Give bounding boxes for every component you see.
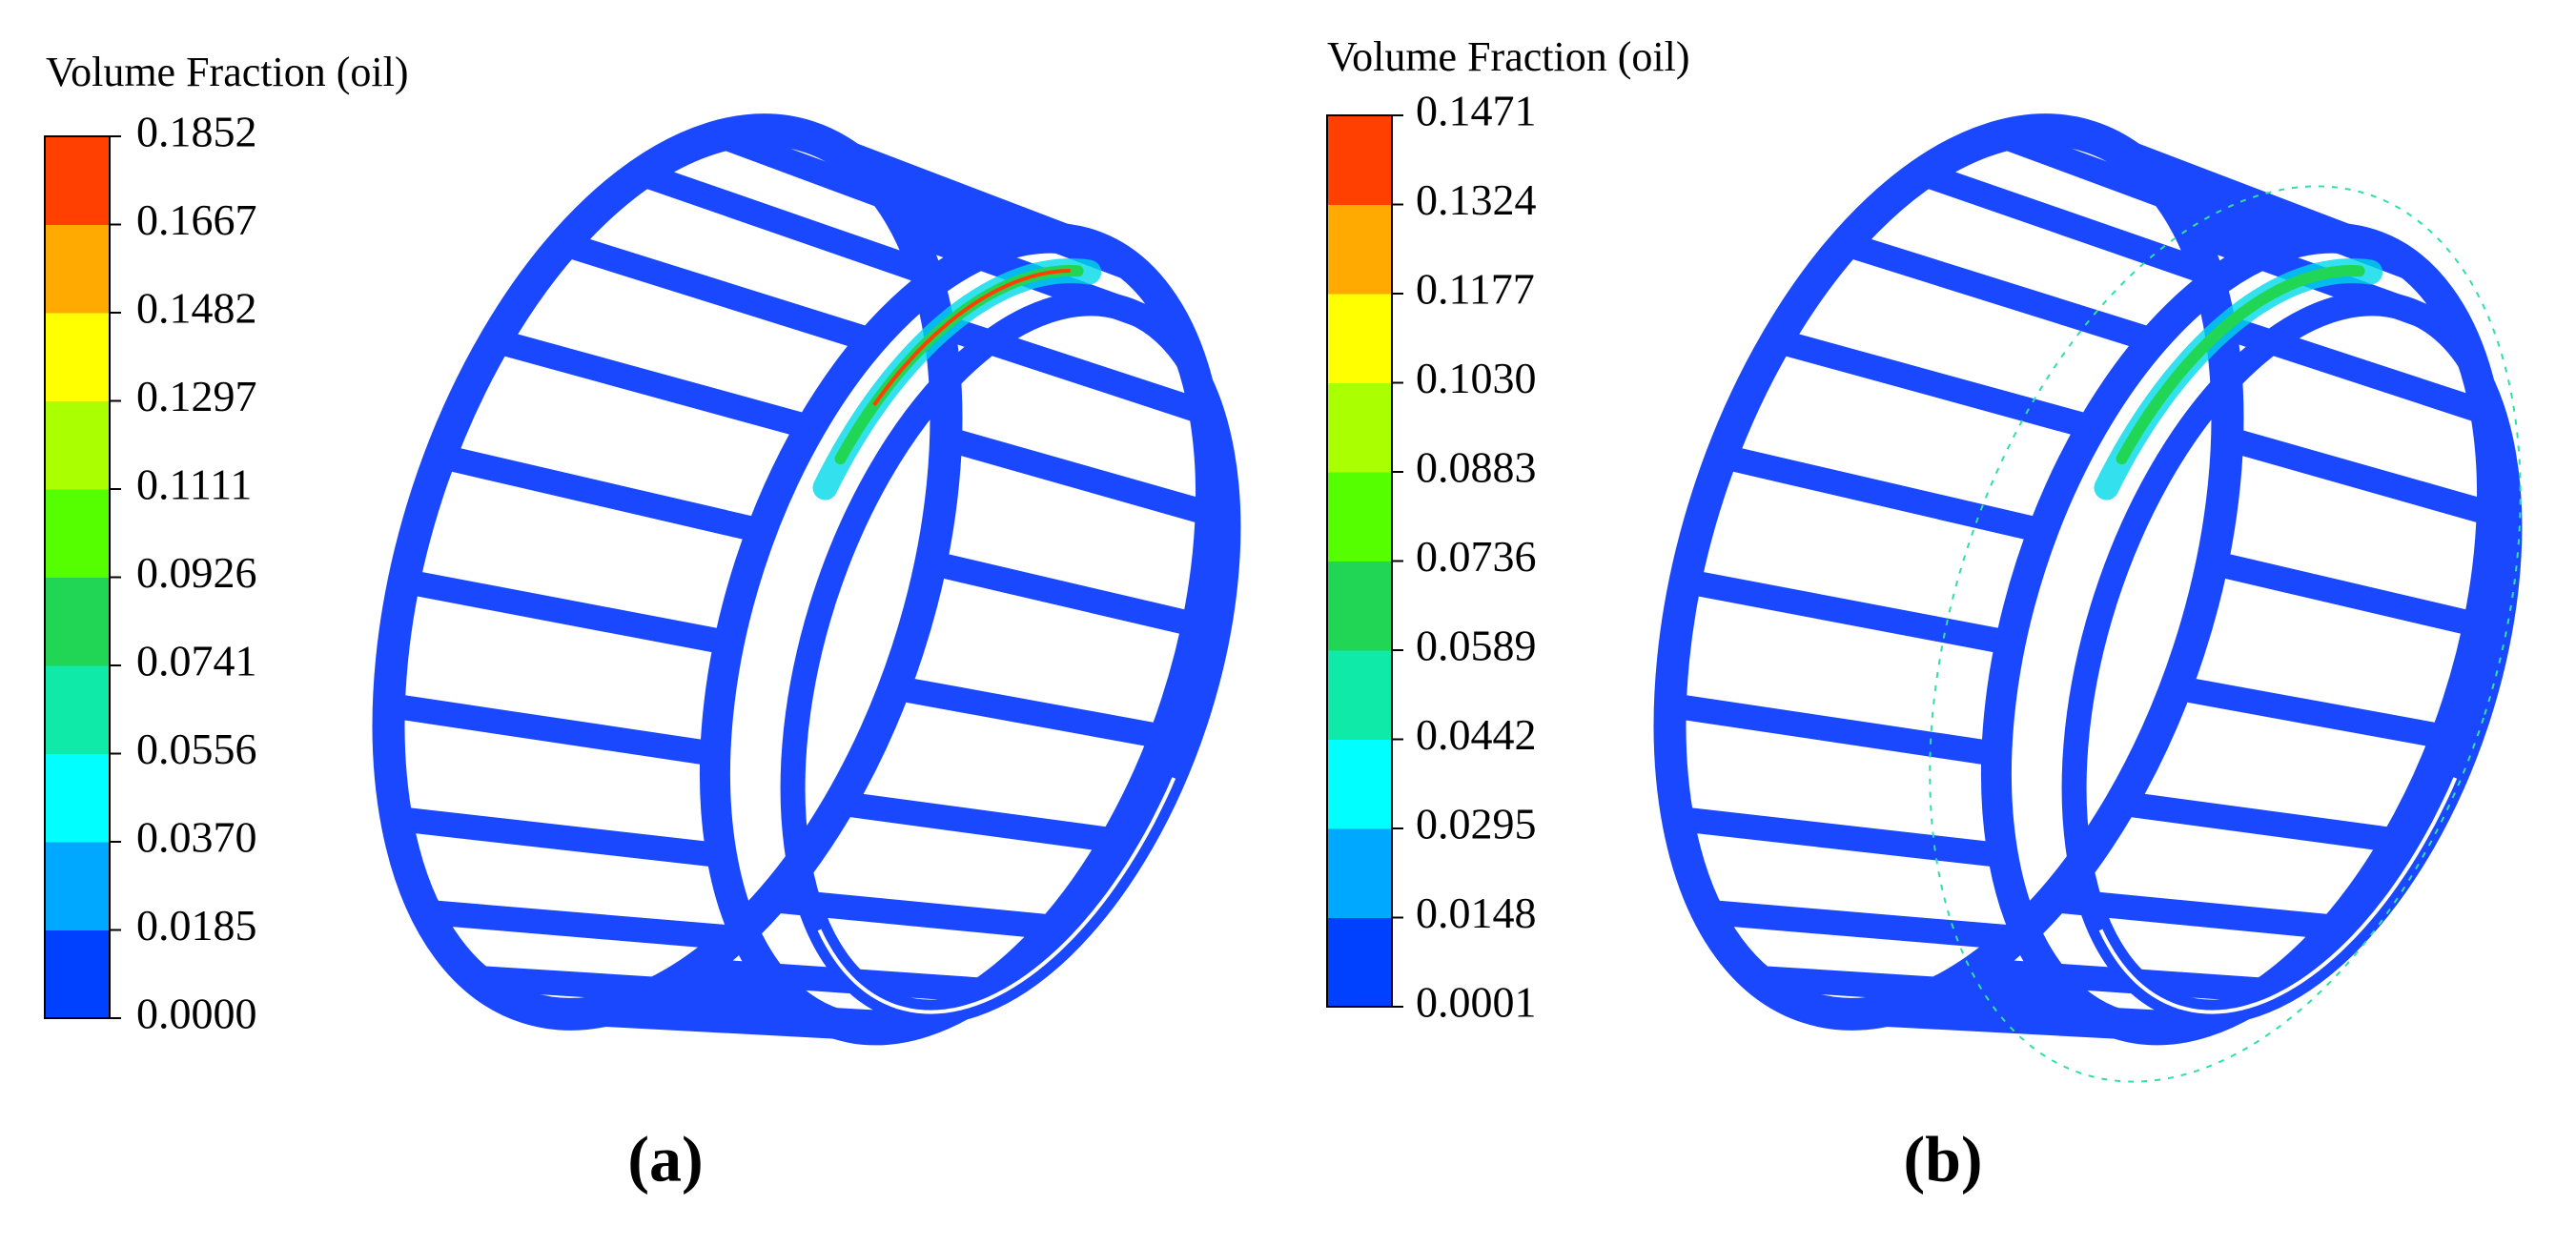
oil-trace <box>1929 185 2522 1083</box>
ring-gap <box>817 777 1176 1014</box>
cage-bar <box>1667 693 1999 766</box>
colorbar-band <box>45 313 110 401</box>
cage-bar <box>1772 328 2096 439</box>
cage-bar <box>437 443 765 543</box>
oil-film-peak <box>872 269 1071 406</box>
colorbar-tick-label: 0.0883 <box>1416 443 1537 492</box>
colorbar-band <box>45 136 110 225</box>
panel-label: (a) <box>627 1123 703 1195</box>
cage-bar <box>401 568 732 656</box>
cage-bar <box>1718 443 2046 543</box>
colorbar-tick-label: 0.1177 <box>1416 265 1535 314</box>
cage-bar <box>1841 232 2157 353</box>
colorbar-band <box>1327 650 1392 740</box>
colorbar-band <box>1327 828 1392 918</box>
cage-bar <box>2209 550 2482 638</box>
colorbar-tick-label: 0.0556 <box>136 725 257 773</box>
colorbar-tick-label: 0.0148 <box>1416 889 1537 937</box>
cage-bar <box>386 693 718 766</box>
colorbar-band <box>45 665 110 754</box>
colorbar-band <box>45 929 110 1019</box>
colorbar-band <box>45 489 110 578</box>
cage-bar <box>491 328 814 439</box>
colorbar-tick-label: 0.0001 <box>1416 978 1537 1027</box>
colorbar-tick-label: 0.0741 <box>136 637 257 685</box>
cage-bar <box>715 124 1015 255</box>
front-ring <box>1980 222 2508 1046</box>
colorbar-tick-label: 0.0442 <box>1416 710 1537 759</box>
colorbar-title: Volume Fraction (oil) <box>46 49 408 95</box>
colorbar-tick-label: 0.0185 <box>136 901 257 950</box>
ring-gap <box>2098 777 2458 1014</box>
cage-bar <box>1820 998 2131 1040</box>
cage-bar <box>424 899 749 951</box>
cage-bar <box>395 806 724 868</box>
colorbar-tick-label: 0.0589 <box>1416 622 1537 670</box>
bearing-cage <box>372 113 1241 1046</box>
cage-bar <box>1996 124 2297 255</box>
colorbar-tick-label: 0.1667 <box>136 195 257 244</box>
cage-bar <box>928 550 1200 638</box>
oil-film <box>2116 264 2365 465</box>
colorbar-band <box>1327 917 1392 1008</box>
colorbar-band <box>1327 382 1392 473</box>
colorbar-tick-label: 0.0926 <box>136 548 257 597</box>
cage-bar <box>1706 899 2031 951</box>
cage-bar <box>1918 161 2226 290</box>
cage-bar <box>2118 790 2399 853</box>
panel-label: (b) <box>1903 1123 1982 1195</box>
colorbar-band <box>45 842 110 930</box>
cage-bar <box>539 998 849 1040</box>
colorbar-tick-label: 0.0736 <box>1416 532 1537 581</box>
colorbar-band <box>1327 204 1392 295</box>
cage-bar <box>1755 965 2074 1011</box>
colorbar-tick-label: 0.1482 <box>136 284 257 333</box>
colorbar-tick-label: 0.1471 <box>1416 87 1537 135</box>
cage-bar <box>1683 568 2014 656</box>
cage-bar <box>2173 675 2448 749</box>
colorbar-tick-label: 0.1297 <box>136 372 257 420</box>
cage-bar <box>560 232 876 353</box>
colorbar-band <box>1327 739 1392 829</box>
colorbar-band <box>45 224 110 314</box>
colorbar-band <box>1327 294 1392 383</box>
colorbar-band <box>1327 115 1392 205</box>
cage-bar <box>637 161 945 290</box>
colorbar-tick-label: 0.0295 <box>1416 800 1537 848</box>
cage-bar <box>2223 426 2496 526</box>
colorbar-band <box>1327 561 1392 651</box>
bearing-cage <box>1653 113 2523 1083</box>
colorbar-tick-label: 0.0370 <box>136 813 257 862</box>
colorbar-band <box>1327 472 1392 562</box>
colorbar-tick-label: 0.0000 <box>136 990 257 1038</box>
cage-bar <box>1676 806 2005 868</box>
colorbar-tick-label: 0.1852 <box>136 108 257 156</box>
colorbar-tick-label: 0.1030 <box>1416 354 1537 402</box>
colorbar-title: Volume Fraction (oil) <box>1327 33 1689 80</box>
cage-bar <box>891 675 1167 749</box>
cage-bar <box>942 426 1215 526</box>
cage-bar <box>474 965 792 1011</box>
cage-bar <box>837 790 1117 853</box>
colorbar-tick-label: 0.1324 <box>1416 175 1537 224</box>
colorbar-band <box>45 753 110 843</box>
colorbar-band <box>45 577 110 666</box>
colorbar-band <box>45 400 110 490</box>
front-ring <box>699 222 1227 1046</box>
colorbar-tick-label: 0.1111 <box>136 460 252 509</box>
